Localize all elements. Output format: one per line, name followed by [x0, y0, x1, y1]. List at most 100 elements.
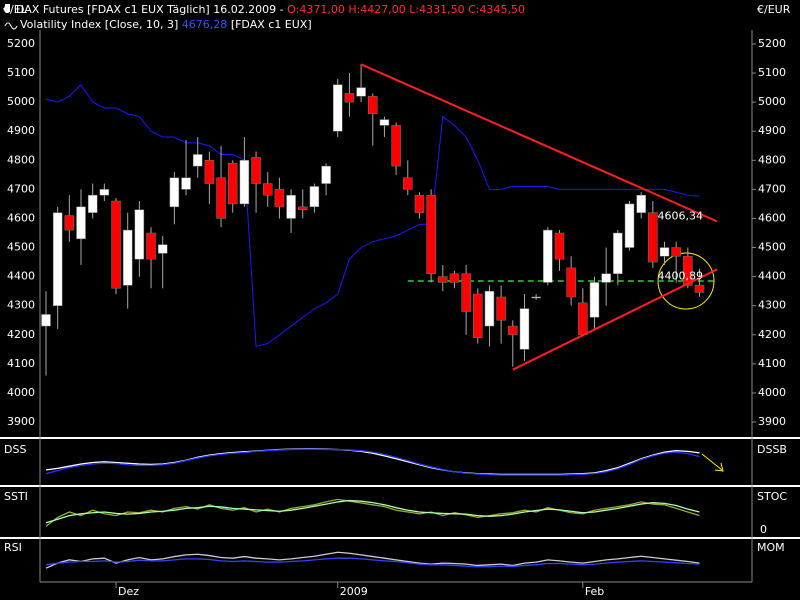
- candle-body: [41, 314, 51, 327]
- candle-body: [624, 203, 635, 248]
- candle-body: [391, 125, 401, 167]
- candle-body: [683, 256, 693, 286]
- candle-body: [216, 177, 226, 219]
- y-tick-label: 5000: [758, 95, 786, 108]
- candle-body: [122, 229, 133, 286]
- candle-body: [204, 160, 215, 184]
- title-text: DAX Futures [FDAX c1 EUX Täglich] 16.02.…: [16, 3, 284, 16]
- candle-body: [671, 247, 681, 257]
- y-tick-label: 4400: [758, 270, 786, 283]
- arrow-head: [714, 462, 724, 472]
- candle-body: [64, 215, 75, 231]
- candle-body: [286, 194, 296, 219]
- trend-line: [512, 268, 718, 371]
- panel-label: DSSB: [757, 443, 787, 456]
- candle-body: [403, 177, 413, 190]
- candle-body: [344, 93, 355, 103]
- y-tick-label: 4000: [7, 386, 35, 399]
- y-tick-label: 5200: [758, 37, 786, 50]
- header-value: C:4345,50: [468, 3, 525, 16]
- legend-icon: [4, 22, 18, 30]
- candle-body: [484, 290, 495, 327]
- indicator-line: [45, 448, 700, 475]
- panel-label: DSS: [4, 443, 26, 456]
- overlay-legend: Volatility Index [Close, 10, 3] 4676,28 …: [20, 18, 312, 31]
- y-tick-label: 4800: [758, 153, 786, 166]
- y-tick-label: 5000: [7, 95, 35, 108]
- indicator-line: [45, 557, 700, 568]
- candle-body: [157, 244, 168, 254]
- candle-body: [251, 157, 261, 184]
- y-tick-label: 4100: [758, 357, 786, 370]
- candle-body: [297, 206, 308, 210]
- candle-body: [636, 194, 646, 213]
- y-tick-label: 3900: [7, 415, 35, 428]
- candle-body: [87, 194, 98, 213]
- candle-body: [426, 194, 436, 274]
- candle-body: [52, 212, 63, 306]
- arrow-shaft: [701, 453, 723, 471]
- x-tick-label: Dez: [118, 585, 139, 598]
- candle-body: [461, 273, 471, 312]
- dss-arrow: [701, 453, 724, 472]
- candle-body: [76, 206, 86, 240]
- candle-body: [613, 232, 623, 274]
- y-tick-label: 4100: [7, 357, 35, 370]
- candle-body: [589, 282, 600, 318]
- header-value: L:4331,50: [409, 3, 464, 16]
- indicator-line: [45, 448, 700, 476]
- y-tick-label: 4500: [7, 241, 35, 254]
- x-tick-label: Feb: [585, 585, 604, 598]
- candle-body: [321, 165, 331, 184]
- y-tick-label: 5100: [758, 66, 786, 79]
- y-tick-label: 4900: [7, 124, 35, 137]
- candle-body: [473, 293, 483, 338]
- chart-title: DAX Futures [FDAX c1 EUX Täglich] 16.02.…: [16, 3, 525, 16]
- candle-body: [134, 209, 145, 260]
- candle-body: [496, 296, 506, 321]
- y-unit-right: €/EUR: [757, 3, 791, 16]
- candle-body: [192, 154, 203, 167]
- candle-body: [554, 232, 565, 260]
- candle-body: [543, 229, 553, 283]
- indicator-line: [45, 498, 700, 527]
- y-tick-label: 4700: [758, 182, 786, 195]
- candle-body: [414, 194, 425, 213]
- indicator-line: [45, 551, 700, 569]
- candle-body: [508, 325, 518, 336]
- y-tick-label: 4400: [7, 270, 35, 283]
- indicator-line: [45, 499, 700, 524]
- y-tick-label: 0: [760, 523, 767, 536]
- frame: [0, 437, 800, 539]
- candle-body: [356, 87, 366, 97]
- candle-body: [648, 212, 658, 263]
- candle-body: [262, 183, 273, 196]
- candle-body: [227, 162, 238, 205]
- candle-body: [519, 308, 530, 350]
- overlay-source: [FDAX c1 EUX]: [231, 18, 312, 31]
- y-tick-label: 4200: [758, 328, 786, 341]
- header-value: H:4427,00: [348, 3, 405, 16]
- y-tick-label: 4500: [758, 241, 786, 254]
- y-tick-label: 4800: [7, 153, 35, 166]
- candle-body: [111, 200, 121, 289]
- y-tick-label: 5200: [7, 37, 35, 50]
- candle-body: [659, 247, 670, 257]
- trend-line-label: 4400,89: [658, 269, 704, 282]
- y-tick-label: 5100: [7, 66, 35, 79]
- y-tick-label: 4900: [758, 124, 786, 137]
- y-tick-label: 4600: [758, 211, 786, 224]
- candle-body: [99, 189, 110, 196]
- panel-label: RSI: [4, 541, 22, 554]
- y-tick-label: 4300: [758, 299, 786, 312]
- candle-body: [368, 96, 378, 115]
- y-tick-label: 4700: [7, 182, 35, 195]
- candle-body: [601, 273, 611, 283]
- x-tick-label: 2009: [340, 585, 368, 598]
- candle-body: [239, 160, 250, 205]
- candle-body: [274, 189, 285, 208]
- candle-body: [578, 302, 588, 336]
- overlay-name: Volatility Index [Close, 10, 3]: [20, 18, 178, 31]
